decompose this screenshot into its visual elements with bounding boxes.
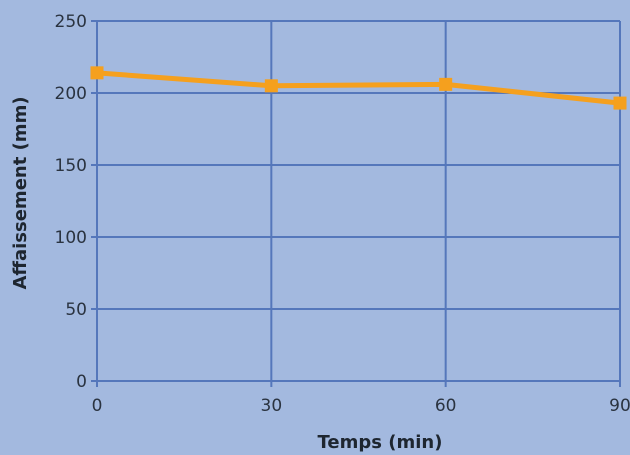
y-tick-labels: 0 50 100 150 200 250 [55, 12, 87, 392]
x-axis-title: Temps (min) [318, 432, 443, 453]
grid [91, 20, 621, 387]
x-tick-labels: 0 30 60 90 [92, 396, 630, 416]
y-axis-title: Affaissement (mm) [10, 96, 31, 289]
y-tick-label: 150 [55, 156, 87, 176]
x-tick-label: 90 [609, 396, 630, 416]
data-point-marker [439, 77, 453, 91]
y-tick-label: 200 [55, 84, 87, 104]
data-point-marker [90, 66, 104, 80]
y-tick-label: 250 [55, 12, 87, 32]
y-tick-label: 100 [55, 228, 87, 248]
data-point-marker [613, 96, 627, 110]
x-tick-label: 30 [261, 396, 283, 416]
y-tick-label: 50 [65, 300, 87, 320]
x-tick-label: 60 [435, 396, 457, 416]
data-point-marker [264, 79, 278, 93]
x-tick-label: 0 [92, 396, 103, 416]
series-layer [90, 66, 627, 110]
y-tick-label: 0 [76, 372, 87, 392]
series-line [96, 70, 621, 106]
